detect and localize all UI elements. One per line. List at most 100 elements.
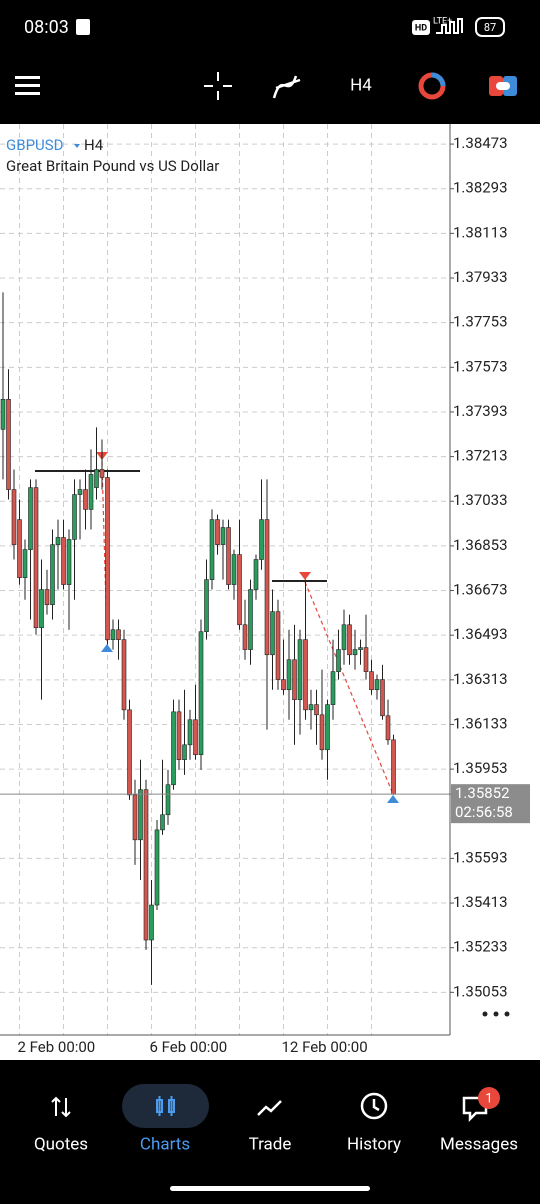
candle-body bbox=[253, 559, 259, 590]
y-tick-label: 1.35593 bbox=[453, 848, 508, 866]
sell-arrow bbox=[299, 572, 311, 580]
y-tick-label: 1.36673 bbox=[453, 581, 508, 599]
candle-body bbox=[325, 704, 330, 751]
nav-labels: Quotes Charts Trade History Messages bbox=[34, 1134, 518, 1154]
y-tick-label: 1.37753 bbox=[453, 313, 508, 331]
timeframe-button[interactable]: H4 bbox=[350, 75, 372, 95]
y-tick-label: 1.37393 bbox=[453, 402, 508, 420]
buy-arrow bbox=[101, 644, 113, 652]
candle-body bbox=[275, 611, 281, 680]
status-icon bbox=[76, 19, 90, 35]
x-tick-label: 2 Feb 00:00 bbox=[18, 1038, 96, 1056]
indicators-button[interactable] bbox=[272, 75, 301, 99]
more-button[interactable] bbox=[482, 1011, 510, 1017]
y-tick-label: 1.38473 bbox=[453, 134, 508, 152]
candle-body bbox=[61, 537, 66, 585]
candle-body bbox=[369, 671, 374, 691]
top-area bbox=[0, 0, 540, 124]
menu-button[interactable] bbox=[15, 76, 40, 95]
y-tick-label: 1.38293 bbox=[453, 179, 508, 197]
candle-body bbox=[33, 487, 39, 629]
candle-body bbox=[17, 519, 22, 578]
nav-item[interactable]: Trade bbox=[249, 1134, 292, 1154]
candle-body bbox=[28, 487, 33, 550]
trade-button[interactable] bbox=[489, 76, 517, 96]
quotes-icon bbox=[51, 1096, 71, 1118]
y-tick-label: 1.35053 bbox=[453, 982, 508, 1000]
candle-body bbox=[171, 711, 176, 786]
bar-timer: 02:56:58 bbox=[455, 803, 513, 821]
candle-body bbox=[286, 659, 292, 691]
axis-labels: 1.38473 1.38293 1.38113 1.37933 1.37753 1.375… bbox=[18, 134, 530, 1056]
candle-body bbox=[308, 704, 314, 711]
candle-body bbox=[94, 469, 99, 488]
chart-title: Great Britain Pound vs US Dollar bbox=[6, 157, 219, 175]
bid-price: 1.35852 bbox=[455, 784, 510, 802]
candle-body bbox=[50, 544, 55, 605]
candle-body bbox=[391, 739, 396, 795]
candles bbox=[0, 292, 451, 985]
nav-item[interactable]: Quotes bbox=[34, 1134, 88, 1154]
candle-body bbox=[336, 649, 341, 672]
candle-body bbox=[39, 589, 44, 629]
candle-body bbox=[231, 554, 237, 585]
candle-body bbox=[292, 659, 297, 700]
candle-body bbox=[352, 649, 358, 656]
badge-count: 1 bbox=[485, 1091, 492, 1106]
hd-text: HD bbox=[415, 23, 427, 33]
y-tick-label: 1.35953 bbox=[453, 759, 508, 777]
menu-bar bbox=[15, 84, 40, 87]
candle-body bbox=[242, 624, 248, 650]
badge bbox=[478, 1087, 500, 1109]
candle-body bbox=[6, 399, 11, 490]
candle-body bbox=[182, 744, 187, 760]
candle-body bbox=[99, 469, 105, 478]
y-tick-label: 1.37933 bbox=[453, 268, 508, 286]
candle-body bbox=[209, 519, 215, 580]
candle-body bbox=[22, 549, 28, 578]
x-tick-label: 12 Feb 00:00 bbox=[282, 1038, 368, 1056]
y-tick-label: 1.36853 bbox=[453, 536, 508, 554]
symbol-dropdown bbox=[74, 144, 80, 148]
candle-body bbox=[121, 639, 127, 711]
candle-body bbox=[380, 679, 385, 717]
y-tick-label: 1.36133 bbox=[453, 714, 508, 732]
candle-body bbox=[341, 624, 347, 650]
y-tick-label: 1.37213 bbox=[453, 447, 508, 465]
signal-icon bbox=[436, 18, 463, 34]
bottom-nav bbox=[0, 1060, 540, 1200]
candle-body bbox=[44, 589, 50, 605]
candle-body bbox=[0, 399, 6, 430]
candle-body bbox=[215, 519, 220, 545]
candle-body bbox=[55, 537, 61, 545]
network-text: LTE+ bbox=[433, 16, 452, 26]
icon-part bbox=[496, 82, 510, 90]
buy-arrow bbox=[387, 795, 399, 803]
y-tick-label: 1.35233 bbox=[453, 938, 508, 956]
candle-body bbox=[319, 714, 325, 751]
y-tick-label: 1.37033 bbox=[453, 491, 508, 509]
objects-button[interactable] bbox=[418, 72, 446, 100]
candle-body bbox=[110, 629, 116, 640]
candle-body bbox=[88, 474, 94, 510]
crosshair-button[interactable] bbox=[204, 72, 232, 100]
candle-body bbox=[149, 904, 154, 941]
nav-item[interactable]: Charts bbox=[140, 1134, 190, 1154]
chart-timeframe: H4 bbox=[84, 136, 104, 154]
nav-item[interactable]: Messages bbox=[440, 1134, 518, 1154]
candle-body bbox=[270, 611, 275, 656]
candle-body bbox=[281, 679, 286, 691]
y-tick-label: 1.38113 bbox=[453, 223, 508, 241]
status-time: 08:03 bbox=[24, 17, 69, 38]
symbol[interactable]: GBPUSD bbox=[6, 136, 64, 154]
candle-body bbox=[83, 489, 88, 510]
candle-body bbox=[220, 527, 226, 545]
trade-line bbox=[304, 581, 394, 795]
candle-body bbox=[237, 554, 242, 626]
y-tick-label: 1.36493 bbox=[453, 625, 508, 643]
menu-bar bbox=[15, 92, 40, 95]
nav-item[interactable]: History bbox=[347, 1134, 401, 1154]
candle-body bbox=[248, 589, 253, 650]
trade-icon bbox=[257, 1100, 282, 1116]
